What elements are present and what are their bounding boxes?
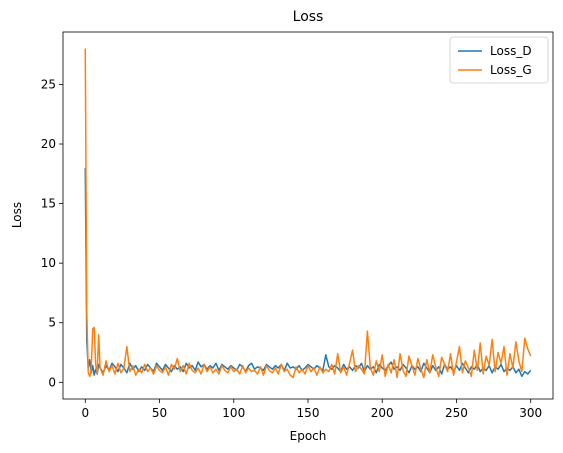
y-tick-label: 5 [48,316,56,330]
x-tick-label: 0 [81,406,89,420]
legend: Loss_D Loss_G [449,36,549,84]
plot-lines [84,48,532,379]
y-tick-label: 10 [41,256,56,270]
y-tick-label: 25 [41,77,56,91]
y-axis-ticks: 0 5 10 15 20 25 [41,77,63,389]
y-tick-label: 15 [41,197,56,211]
x-tick-label: 300 [519,406,542,420]
x-axis-label: Epoch [290,429,327,443]
legend-label-loss-g: Loss_G [490,63,532,77]
x-tick-label: 50 [152,406,167,420]
x-tick-label: 150 [297,406,320,420]
chart-title: Loss [293,9,324,25]
y-tick-label: 0 [48,375,56,389]
y-tick-label: 20 [41,137,56,151]
series-line-loss-g [84,48,532,379]
legend-box [449,36,549,84]
x-tick-label: 200 [371,406,394,420]
x-tick-label: 250 [445,406,468,420]
y-axis-label: Loss [10,202,24,228]
legend-label-loss-d: Loss_D [490,44,532,58]
x-axis-ticks: 0 50 100 150 200 250 300 [81,399,542,420]
x-tick-label: 100 [222,406,245,420]
